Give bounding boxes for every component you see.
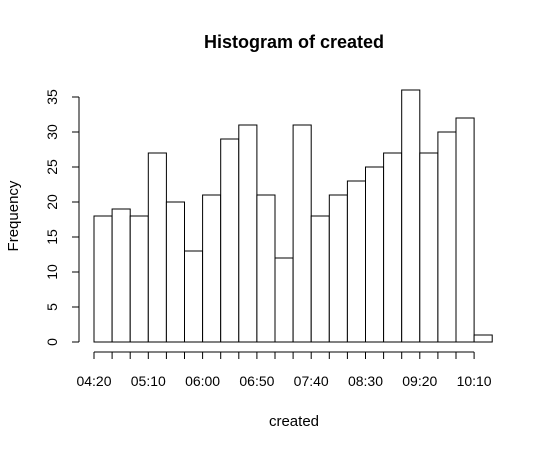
y-tick-label: 0 [44,338,60,346]
histogram-bar [184,250,204,343]
x-tick-label: 07:40 [294,373,329,389]
y-tick-label: 5 [44,303,60,311]
histogram-bar [147,152,167,343]
histogram-bar [202,194,222,343]
x-axis: 04:20 05:10 06:00 06:50 07:40 08:30 09:20 10:10 [76,351,492,389]
y-axis-label: Frequency [5,180,22,251]
x-axis-label: created [269,413,319,430]
histogram-bar [383,152,403,343]
histogram-bar [346,180,366,343]
x-tick-label: 10:10 [457,373,492,389]
x-tick-label: 06:00 [185,373,220,389]
chart-title: Histogram of created [204,32,384,52]
histogram-bar [220,138,240,343]
histogram-bar [455,117,475,343]
y-tick-label: 25 [44,159,60,175]
y-tick-label: 35 [44,89,60,105]
bars-group [93,89,493,343]
histogram-bar [419,152,439,343]
histogram-bar [328,194,348,343]
histogram-bar [437,131,457,343]
y-tick-label: 10 [44,264,60,280]
histogram-bar [238,124,258,343]
histogram-bar [256,194,276,343]
x-tick-label: 04:20 [76,373,111,389]
histogram-bar [165,201,185,343]
y-tick-label: 15 [44,229,60,245]
y-tick-label: 30 [44,124,60,140]
histogram-bar [292,124,312,343]
x-tick-label: 08:30 [348,373,383,389]
y-tick-label: 20 [44,194,60,210]
histogram-bar [111,208,131,343]
histogram-bar [274,257,294,343]
histogram-bar [473,334,493,343]
histogram-bar [129,215,149,343]
histogram-bar [365,166,385,343]
histogram-bar [93,215,113,343]
y-axis: 0 5 10 15 20 25 30 35 [44,89,80,346]
x-tick-label: 06:50 [239,373,274,389]
x-tick-label: 09:20 [402,373,437,389]
histogram-bar [401,89,421,343]
x-tick-label: 05:10 [131,373,166,389]
histogram-bar [310,215,330,343]
